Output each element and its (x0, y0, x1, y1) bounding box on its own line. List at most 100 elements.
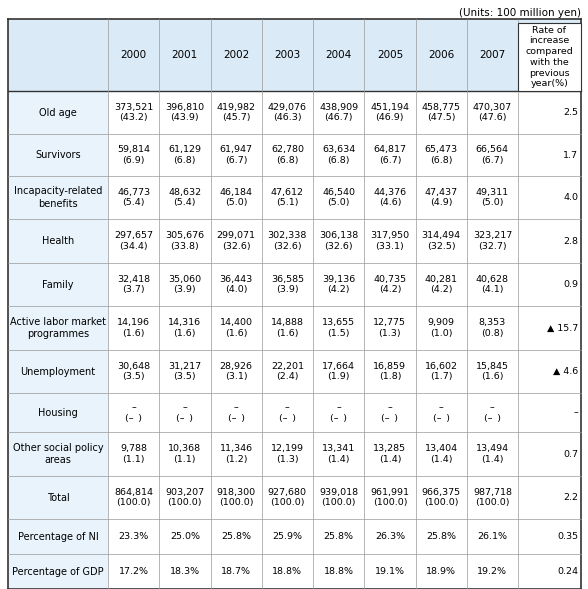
Bar (108, 263, 159, 306)
Text: 451,194
(46.9): 451,194 (46.9) (370, 103, 409, 123)
Bar (416, 432, 467, 476)
Text: 28,926
(3.1): 28,926 (3.1) (220, 362, 253, 381)
Text: 26.1%: 26.1% (477, 532, 507, 541)
Text: 2001: 2001 (172, 50, 198, 60)
Bar (108, 91, 159, 134)
Bar (211, 393, 262, 432)
Bar (518, 519, 581, 554)
Text: 438,909
(46.7): 438,909 (46.7) (319, 103, 358, 123)
Bar (364, 476, 416, 519)
Bar (467, 519, 518, 554)
Text: 961,991
(100.0): 961,991 (100.0) (370, 488, 409, 507)
Text: 18.8%: 18.8% (323, 567, 353, 576)
Bar (313, 91, 364, 134)
Bar (313, 19, 364, 91)
Bar (518, 219, 581, 263)
Text: 373,521
(43.2): 373,521 (43.2) (114, 103, 153, 123)
Bar (364, 19, 416, 91)
Text: 59,814
(6.9): 59,814 (6.9) (117, 145, 150, 165)
Text: 15,845
(1.6): 15,845 (1.6) (476, 362, 509, 381)
Bar (8, 350, 108, 393)
Bar (159, 176, 211, 219)
Bar (8, 519, 108, 554)
Bar (364, 263, 416, 306)
Bar (364, 134, 416, 176)
Text: 903,207
(100.0): 903,207 (100.0) (165, 488, 205, 507)
Text: 2002: 2002 (223, 50, 249, 60)
Text: 16,859
(1.8): 16,859 (1.8) (373, 362, 406, 381)
Bar (262, 19, 313, 91)
Bar (313, 219, 364, 263)
Text: 25.0%: 25.0% (170, 532, 200, 541)
Bar (518, 306, 581, 350)
Text: 429,076
(46.3): 429,076 (46.3) (268, 103, 307, 123)
Bar (211, 476, 262, 519)
Text: Other social policy
areas: Other social policy areas (13, 443, 103, 465)
Text: 25.8%: 25.8% (323, 532, 353, 541)
Bar (313, 476, 364, 519)
Bar (159, 432, 211, 476)
Text: 46,184
(5.0): 46,184 (5.0) (220, 188, 253, 207)
Bar (8, 19, 108, 91)
Bar (518, 432, 581, 476)
Text: 25.9%: 25.9% (272, 532, 302, 541)
Text: ▲ 15.7: ▲ 15.7 (547, 323, 578, 333)
Text: 31,217
(3.5): 31,217 (3.5) (168, 362, 202, 381)
Bar (416, 476, 467, 519)
Bar (211, 306, 262, 350)
Text: 0.24: 0.24 (557, 567, 578, 576)
Text: 2003: 2003 (274, 50, 300, 60)
Bar (313, 176, 364, 219)
Bar (211, 91, 262, 134)
Text: 927,680
(100.0): 927,680 (100.0) (268, 488, 307, 507)
Bar (313, 350, 364, 393)
Text: 49,311
(5.0): 49,311 (5.0) (476, 188, 509, 207)
Text: –: – (573, 408, 578, 418)
Bar (313, 432, 364, 476)
Text: Active labor market
programmes: Active labor market programmes (10, 317, 106, 339)
Bar (159, 263, 211, 306)
Bar (262, 519, 313, 554)
Bar (416, 219, 467, 263)
Bar (364, 176, 416, 219)
Text: 40,735
(4.2): 40,735 (4.2) (373, 275, 406, 294)
Bar (262, 554, 313, 589)
Text: 25.8%: 25.8% (221, 532, 251, 541)
Bar (518, 134, 581, 176)
Bar (416, 350, 467, 393)
Text: 19.1%: 19.1% (375, 567, 405, 576)
Text: 35,060
(3.9): 35,060 (3.9) (168, 275, 202, 294)
Bar (8, 393, 108, 432)
Text: 297,657
(34.4): 297,657 (34.4) (114, 231, 153, 251)
Bar (211, 432, 262, 476)
Bar (8, 263, 108, 306)
Text: Unemployment: Unemployment (21, 366, 96, 376)
Bar (8, 432, 108, 476)
Bar (262, 91, 313, 134)
Bar (313, 134, 364, 176)
Bar (108, 519, 159, 554)
Text: 396,810
(43.9): 396,810 (43.9) (165, 103, 205, 123)
Bar (159, 554, 211, 589)
Text: 864,814
(100.0): 864,814 (100.0) (114, 488, 153, 507)
Bar (467, 219, 518, 263)
Text: –
(– ): – (– ) (125, 403, 142, 422)
Text: –
(– ): – (– ) (279, 403, 296, 422)
Bar (108, 432, 159, 476)
Text: 4.0: 4.0 (563, 193, 578, 202)
Text: 2006: 2006 (428, 50, 455, 60)
Bar (518, 554, 581, 589)
Bar (108, 393, 159, 432)
Bar (416, 554, 467, 589)
Text: –
(– ): – (– ) (330, 403, 347, 422)
Bar (467, 306, 518, 350)
Bar (364, 306, 416, 350)
Bar (467, 350, 518, 393)
Bar (416, 176, 467, 219)
Bar (211, 19, 262, 91)
Bar (467, 91, 518, 134)
Text: 36,443
(4.0): 36,443 (4.0) (219, 275, 253, 294)
Bar (364, 393, 416, 432)
Text: Housing: Housing (38, 408, 78, 418)
Bar (8, 176, 108, 219)
